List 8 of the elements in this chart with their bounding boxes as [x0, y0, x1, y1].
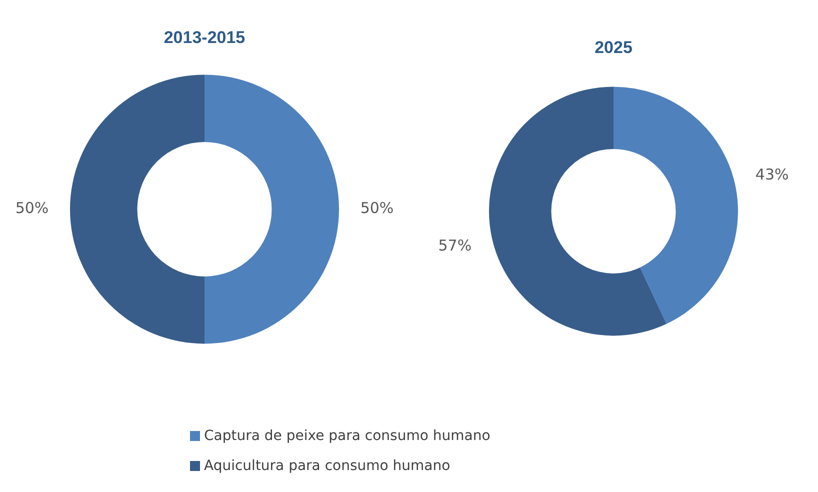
- chart-title: 2025: [594, 38, 632, 57]
- legend-label: Captura de peixe para consumo humano: [204, 428, 490, 444]
- data-label: 50%: [15, 199, 49, 218]
- legend-label: Aquicultura para consumo humano: [204, 458, 450, 474]
- chart-title: 2013-2015: [164, 28, 246, 47]
- data-label: 43%: [755, 166, 789, 184]
- data-label: 50%: [360, 199, 394, 218]
- data-label: 57%: [438, 236, 472, 255]
